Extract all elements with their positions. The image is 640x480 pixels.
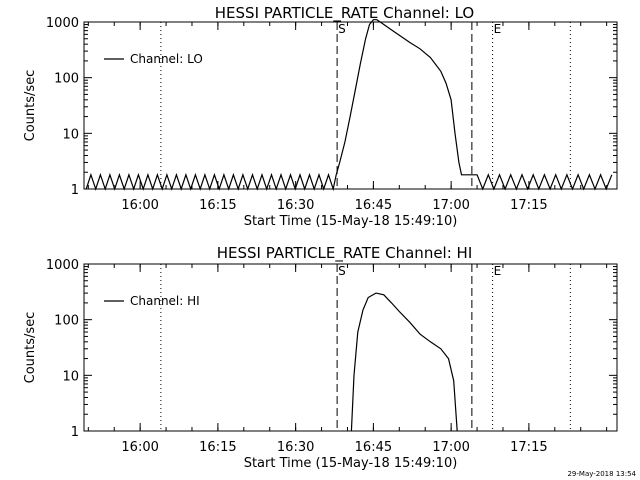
plot-frame xyxy=(83,21,618,190)
x-tick-label: 16:45 xyxy=(355,440,392,455)
lo-channel-panel: HESSI PARTICLE_RATE Channel: LO 16:00 16:1… xyxy=(23,4,618,229)
y-tick-label: 100 xyxy=(54,314,79,329)
x-tick-label: 17:00 xyxy=(432,198,469,213)
x-tick-label: 16:15 xyxy=(199,440,236,455)
x-tick-label: 17:15 xyxy=(510,440,547,455)
marker-label-s: S xyxy=(338,264,346,278)
marker-label-e: E xyxy=(494,22,502,36)
x-tick-label: 17:00 xyxy=(432,440,469,455)
x-axis-label: Start Time (15-May-18 15:49:10) xyxy=(244,214,458,229)
chart-title: HESSI PARTICLE_RATE Channel: LO xyxy=(215,4,474,23)
marker-label-s: S xyxy=(338,22,346,36)
series-line xyxy=(350,292,458,432)
x-axis-label: Start Time (15-May-18 15:49:10) xyxy=(244,456,458,471)
x-tick-label: 16:00 xyxy=(121,440,158,455)
plot-frame xyxy=(83,263,618,432)
legend-label: Channel: LO xyxy=(130,52,203,66)
x-tick-label: 16:15 xyxy=(199,198,236,213)
x-tick-label: 16:00 xyxy=(121,198,158,213)
y-axis-label: Counts/sec xyxy=(23,70,38,142)
y-tick-label: 10 xyxy=(62,369,79,384)
x-tick-label: 16:30 xyxy=(277,440,314,455)
y-tick-label: 100 xyxy=(54,72,79,87)
x-tick-label: 16:45 xyxy=(355,198,392,213)
y-tick-label: 1 xyxy=(71,425,79,440)
marker-label-e: E xyxy=(494,264,502,278)
y-tick-label: 1000 xyxy=(46,16,79,31)
y-tick-label: 1000 xyxy=(46,258,79,273)
y-tick-label: 10 xyxy=(62,127,79,142)
footer-timestamp: 29-May-2018 13:54 xyxy=(567,470,636,478)
y-axis-label: Counts/sec xyxy=(23,312,38,384)
x-tick-label: 16:30 xyxy=(277,198,314,213)
legend-label: Channel: HI xyxy=(130,294,200,308)
hi-channel-panel: HESSI PARTICLE_RATE Channel: HI 16:00 16:1… xyxy=(23,244,618,471)
series-line xyxy=(85,19,613,192)
chart-title: HESSI PARTICLE_RATE Channel: HI xyxy=(217,244,473,263)
y-tick-label: 1 xyxy=(71,183,79,198)
x-tick-label: 17:15 xyxy=(510,198,547,213)
